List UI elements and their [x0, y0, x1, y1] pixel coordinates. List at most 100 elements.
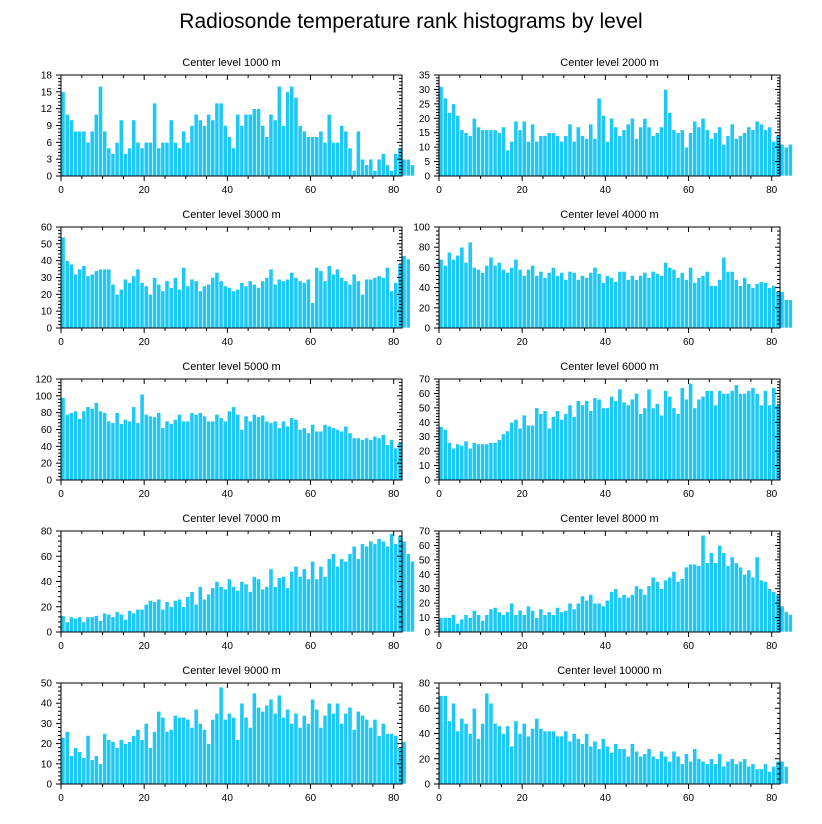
histogram-bar	[127, 420, 132, 481]
histogram-bar	[771, 285, 777, 329]
histogram-bar	[127, 610, 132, 633]
histogram-bar	[746, 126, 752, 177]
histogram-bar	[297, 429, 303, 481]
histogram-bar	[733, 384, 739, 481]
histogram-bar	[455, 623, 461, 633]
histogram-bar	[476, 738, 481, 785]
histogram-bar	[488, 702, 494, 785]
histogram-bar	[746, 766, 752, 785]
histogram-bar	[530, 424, 535, 481]
y-tick-label: 25	[419, 99, 431, 110]
histogram-bar	[763, 581, 768, 633]
histogram-bar	[758, 579, 764, 633]
histogram-bar	[64, 621, 70, 633]
histogram-bar	[385, 444, 390, 481]
histogram-bar	[293, 566, 299, 633]
histogram-bar	[459, 445, 465, 481]
histogram-bar	[260, 280, 266, 329]
histogram-bar	[310, 136, 315, 177]
histogram-bar	[89, 130, 95, 177]
histogram-bar	[725, 760, 731, 785]
histogram-bar	[118, 288, 124, 329]
histogram-bar	[106, 739, 112, 785]
histogram-bar	[700, 396, 706, 481]
histogram-bar	[164, 601, 170, 633]
histogram-bar	[69, 412, 74, 481]
histogram-bar	[227, 287, 232, 329]
histogram-bar	[197, 586, 203, 633]
figure-title: Radiosonde temperature rank histograms b…	[179, 10, 643, 33]
histogram-bar	[264, 420, 270, 481]
histogram-bar	[584, 400, 590, 481]
histogram-bar	[646, 126, 652, 177]
histogram-bar	[343, 280, 349, 329]
histogram-bar	[69, 263, 74, 329]
histogram-bar	[738, 135, 743, 177]
histogram-bar	[289, 571, 295, 633]
histogram-bar	[667, 396, 673, 481]
y-tick-label: 20	[419, 303, 431, 314]
histogram-bar	[675, 755, 681, 785]
histogram-bar	[767, 126, 772, 177]
histogram-bar	[717, 753, 723, 785]
histogram-bar	[729, 758, 735, 785]
histogram-bar	[729, 123, 735, 177]
histogram-bar	[638, 126, 644, 177]
histogram-bar	[613, 126, 619, 177]
x-tick-label: 80	[388, 489, 400, 500]
histogram-bar	[609, 277, 614, 329]
histogram-bar	[471, 442, 477, 481]
histogram-bar	[202, 729, 207, 785]
y-tick-label: 5	[424, 157, 430, 168]
histogram-bar	[256, 706, 261, 785]
histogram-bar	[268, 113, 274, 177]
histogram-bar	[77, 751, 83, 785]
histogram-bar	[77, 130, 83, 177]
histogram-bar	[696, 758, 702, 785]
x-tick-label: 80	[766, 793, 778, 804]
histogram-bar	[575, 400, 581, 481]
x-tick-label: 80	[388, 337, 400, 348]
histogram-bar	[60, 91, 66, 177]
histogram-bar	[93, 402, 99, 481]
histogram-bar	[746, 569, 752, 633]
y-tick-label: 80	[419, 679, 431, 690]
histogram-bar	[733, 279, 739, 329]
histogram-bar	[106, 614, 112, 633]
histogram-bar	[69, 755, 74, 785]
histogram-bar	[318, 727, 324, 785]
histogram-bar	[592, 267, 598, 329]
histogram-bar	[638, 413, 644, 481]
histogram-bar	[368, 158, 374, 177]
y-tick-label: 0	[424, 780, 430, 791]
histogram-bar	[81, 130, 87, 177]
histogram-bar	[102, 268, 108, 329]
histogram-bar	[783, 299, 789, 329]
histogram-bar	[239, 581, 245, 633]
histogram-bar	[118, 423, 124, 481]
histogram-bar	[64, 414, 70, 481]
histogram-bar	[156, 412, 162, 481]
histogram-bar	[185, 420, 191, 481]
histogram-bar	[235, 739, 241, 785]
histogram-bar	[559, 272, 565, 329]
histogram-bar	[659, 126, 664, 177]
histogram-bar	[293, 277, 299, 329]
histogram-bar	[642, 407, 648, 481]
histogram-bar	[389, 170, 394, 177]
histogram-bar	[160, 717, 166, 785]
histogram-bar	[206, 420, 212, 481]
histogram-bar	[251, 576, 257, 633]
x-tick-label: 60	[683, 793, 695, 804]
histogram-bar	[505, 611, 510, 633]
histogram-bar	[750, 287, 756, 329]
histogram-bar	[542, 135, 548, 177]
y-tick-label: 40	[41, 442, 53, 453]
y-tick-label: 12	[41, 104, 53, 115]
histogram-bar	[222, 719, 228, 785]
histogram-bar	[584, 733, 590, 785]
histogram-bar	[189, 412, 195, 481]
histogram-bar	[73, 617, 78, 633]
x-tick-label: 40	[600, 337, 612, 348]
x-tick-label: 80	[388, 641, 400, 652]
